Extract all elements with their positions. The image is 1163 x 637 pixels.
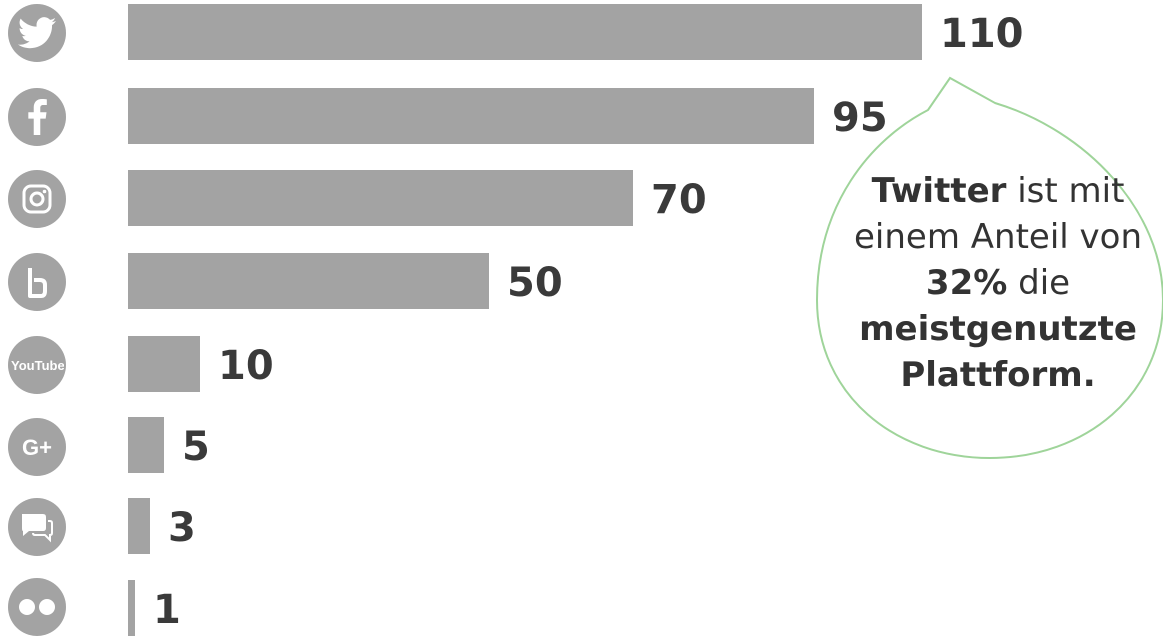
- svg-text:G+: G+: [22, 435, 52, 460]
- blogger-icon: [8, 253, 66, 311]
- value-label-instagram: 70: [651, 177, 707, 223]
- callout-text-3: die: [1007, 263, 1071, 303]
- facebook-icon: [8, 88, 66, 146]
- callout-strong-percent: 32%: [925, 263, 1008, 303]
- forum-icon: [8, 498, 66, 556]
- callout-text-1: ist mit: [1006, 171, 1125, 211]
- bar-blogger: [128, 253, 489, 309]
- google-plus-icon: G+: [8, 418, 66, 476]
- callout-text-4: meistgenutzte: [859, 309, 1137, 349]
- value-label-forum: 3: [168, 505, 196, 551]
- instagram-icon: [8, 170, 66, 228]
- bar-youtube: [128, 336, 200, 392]
- value-label-flickr: 1: [153, 587, 181, 633]
- twitter-icon: [8, 4, 66, 62]
- bar-twitter: [128, 4, 922, 60]
- callout-strong-platform: Twitter: [871, 171, 1007, 211]
- value-label-twitter: 110: [940, 11, 1024, 57]
- svg-text:YouTube: YouTube: [11, 358, 64, 373]
- value-label-facebook: 95: [832, 95, 888, 141]
- bar-facebook: [128, 88, 814, 144]
- value-label-google-plus: 5: [182, 424, 210, 470]
- bar-instagram: [128, 170, 633, 226]
- bar-flickr: [128, 580, 135, 636]
- value-label-blogger: 50: [507, 260, 563, 306]
- bar-google-plus: [128, 417, 164, 473]
- callout-text: Twitter ist mit einem Anteil von 32% die…: [830, 168, 1163, 398]
- youtube-icon: YouTube: [8, 336, 66, 394]
- callout-text-5: Plattform.: [900, 355, 1096, 395]
- flickr-icon: [8, 578, 66, 636]
- bar-forum: [128, 498, 150, 554]
- callout-text-2: einem Anteil von: [854, 217, 1142, 257]
- value-label-youtube: 10: [218, 343, 274, 389]
